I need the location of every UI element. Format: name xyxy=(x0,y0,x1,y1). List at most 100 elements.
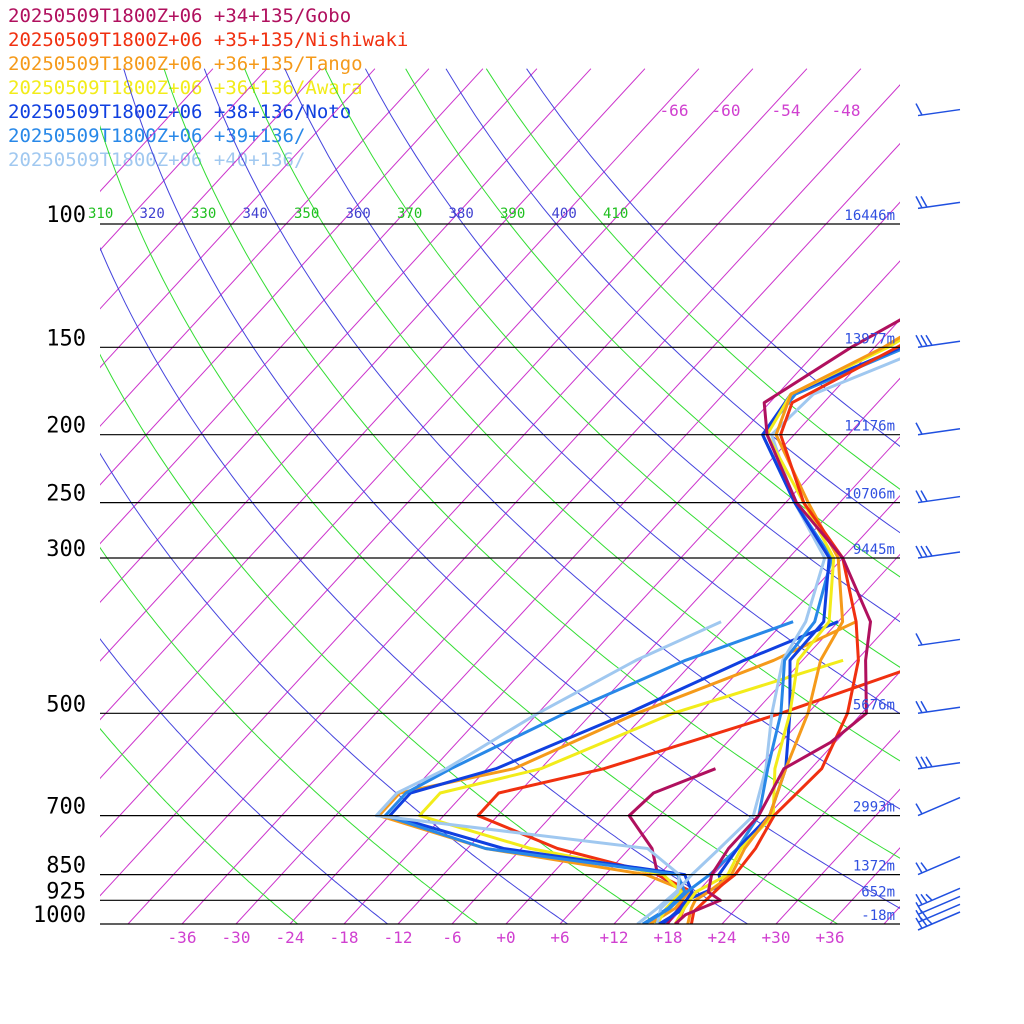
dry-adiabat xyxy=(100,124,839,924)
theta-label: 360 xyxy=(346,206,371,222)
height-label: 10706m xyxy=(844,487,895,503)
isotherm xyxy=(100,68,754,780)
theta-label: 390 xyxy=(500,206,525,222)
temperature-line-40-136 xyxy=(636,357,900,924)
isotherm xyxy=(883,905,900,924)
dewpoint-line-awara xyxy=(418,658,844,924)
pressure-tick-label: 300 xyxy=(46,537,86,562)
legend-entry: 20250509T1800Z+06 +39+136/ xyxy=(8,125,306,147)
legend-entry: 20250509T1800Z+06 +40+136/ xyxy=(8,149,306,171)
theta-label: 370 xyxy=(397,206,422,222)
temperature-tick-label: -6 xyxy=(442,928,461,947)
wind-barb xyxy=(915,545,961,559)
temperature-tick-label: -12 xyxy=(384,928,413,947)
temperature-tick-label: -24 xyxy=(276,928,305,947)
dry-adiabat xyxy=(203,68,900,810)
wind-barb xyxy=(915,756,961,770)
height-label: 1372m xyxy=(853,859,895,875)
isotherm xyxy=(100,68,430,427)
pressure-tick-label: 250 xyxy=(46,482,86,507)
wind-barb xyxy=(915,633,961,647)
legend-entry: 20250509T1800Z+06 +38+136/Noto xyxy=(8,101,352,123)
isotherm xyxy=(100,68,376,369)
wind-barb xyxy=(915,911,961,931)
isotherm xyxy=(100,68,268,251)
isotherm xyxy=(100,68,862,897)
temperature-tick-label: -30 xyxy=(222,928,251,947)
grid xyxy=(100,68,900,924)
height-label: 652m xyxy=(861,884,895,900)
upper-isotherm-label: -66 xyxy=(660,101,689,120)
dry-adiabat xyxy=(123,68,900,909)
dry-adiabat xyxy=(405,68,900,578)
pressure-tick-label: 200 xyxy=(46,414,86,439)
wind-barbs xyxy=(915,103,961,931)
dry-adiabat xyxy=(100,246,749,924)
wind-barb xyxy=(915,334,961,349)
dry-adiabat xyxy=(163,68,900,859)
isotherm xyxy=(505,495,900,924)
legend-entry: 20250509T1800Z+06 +36+136/Awara xyxy=(8,77,363,99)
wind-barb xyxy=(915,422,961,436)
isotherm xyxy=(451,436,900,924)
theta-label: 340 xyxy=(243,206,268,222)
temperature-tick-label: +30 xyxy=(762,928,791,947)
pressure-tick-label: 1000 xyxy=(33,903,86,928)
isotherm xyxy=(397,377,900,924)
isotherm xyxy=(127,84,900,924)
theta-label: 350 xyxy=(294,206,319,222)
temperature-tick-label: -36 xyxy=(168,928,197,947)
pressure-tick-label: 150 xyxy=(46,326,86,351)
temperature-line-gobo xyxy=(674,318,900,924)
pressure-tick-label: 100 xyxy=(46,203,86,228)
dry-adiabat xyxy=(100,638,389,924)
height-label: 9445m xyxy=(853,542,895,558)
isotherm xyxy=(181,142,900,924)
wind-barb xyxy=(915,855,961,876)
wind-barb xyxy=(915,103,961,117)
dry-adiabat xyxy=(284,68,900,715)
theta-label: 320 xyxy=(140,206,165,222)
dry-adiabat xyxy=(100,353,659,924)
height-label: 13977m xyxy=(844,331,895,347)
wind-barb xyxy=(915,700,961,715)
temperature-tick-label: -18 xyxy=(330,928,359,947)
isotherm xyxy=(613,612,900,924)
upper-isotherm-label: -60 xyxy=(712,101,741,120)
isotherm xyxy=(343,318,900,924)
theta-label: 330 xyxy=(191,206,216,222)
temperature-line-nishiwaki xyxy=(689,344,900,924)
wind-barb xyxy=(915,490,961,504)
dry-adiabat xyxy=(445,68,900,534)
theta-label: 400 xyxy=(552,206,577,222)
legend-entry: 20250509T1800Z+06 +35+135/Nishiwaki xyxy=(8,29,409,51)
isotherm xyxy=(559,553,900,924)
isotherm xyxy=(100,68,700,721)
isotherm xyxy=(100,68,592,604)
dry-adiabat xyxy=(526,68,900,447)
pressure-tick-label: 500 xyxy=(46,692,86,717)
temperature-line-awara xyxy=(673,338,900,924)
isotherm xyxy=(100,68,646,662)
isotherm xyxy=(235,201,900,924)
temperature-tick-label: +0 xyxy=(496,928,515,947)
dewpoint-line-gobo xyxy=(627,767,717,924)
dry-adiabat xyxy=(485,68,900,490)
dry-adiabat xyxy=(244,68,900,762)
legend-entry: 20250509T1800Z+06 +34+135/Gobo xyxy=(8,5,352,27)
height-label: 16446m xyxy=(844,208,895,224)
theta-label: 410 xyxy=(603,206,628,222)
theta-label: 380 xyxy=(449,206,474,222)
upper-isotherm-label: -54 xyxy=(772,101,801,120)
temperature-tick-label: +18 xyxy=(654,928,683,947)
height-label: 5676m xyxy=(853,697,895,713)
isotherm xyxy=(100,68,538,545)
dewpoint-line-noto xyxy=(388,620,839,924)
height-label: 2993m xyxy=(853,800,895,816)
theta-label: 310 xyxy=(88,206,113,222)
dry-adiabat xyxy=(100,452,569,924)
dry-adiabat xyxy=(364,68,900,623)
height-label: -18m xyxy=(861,908,895,924)
